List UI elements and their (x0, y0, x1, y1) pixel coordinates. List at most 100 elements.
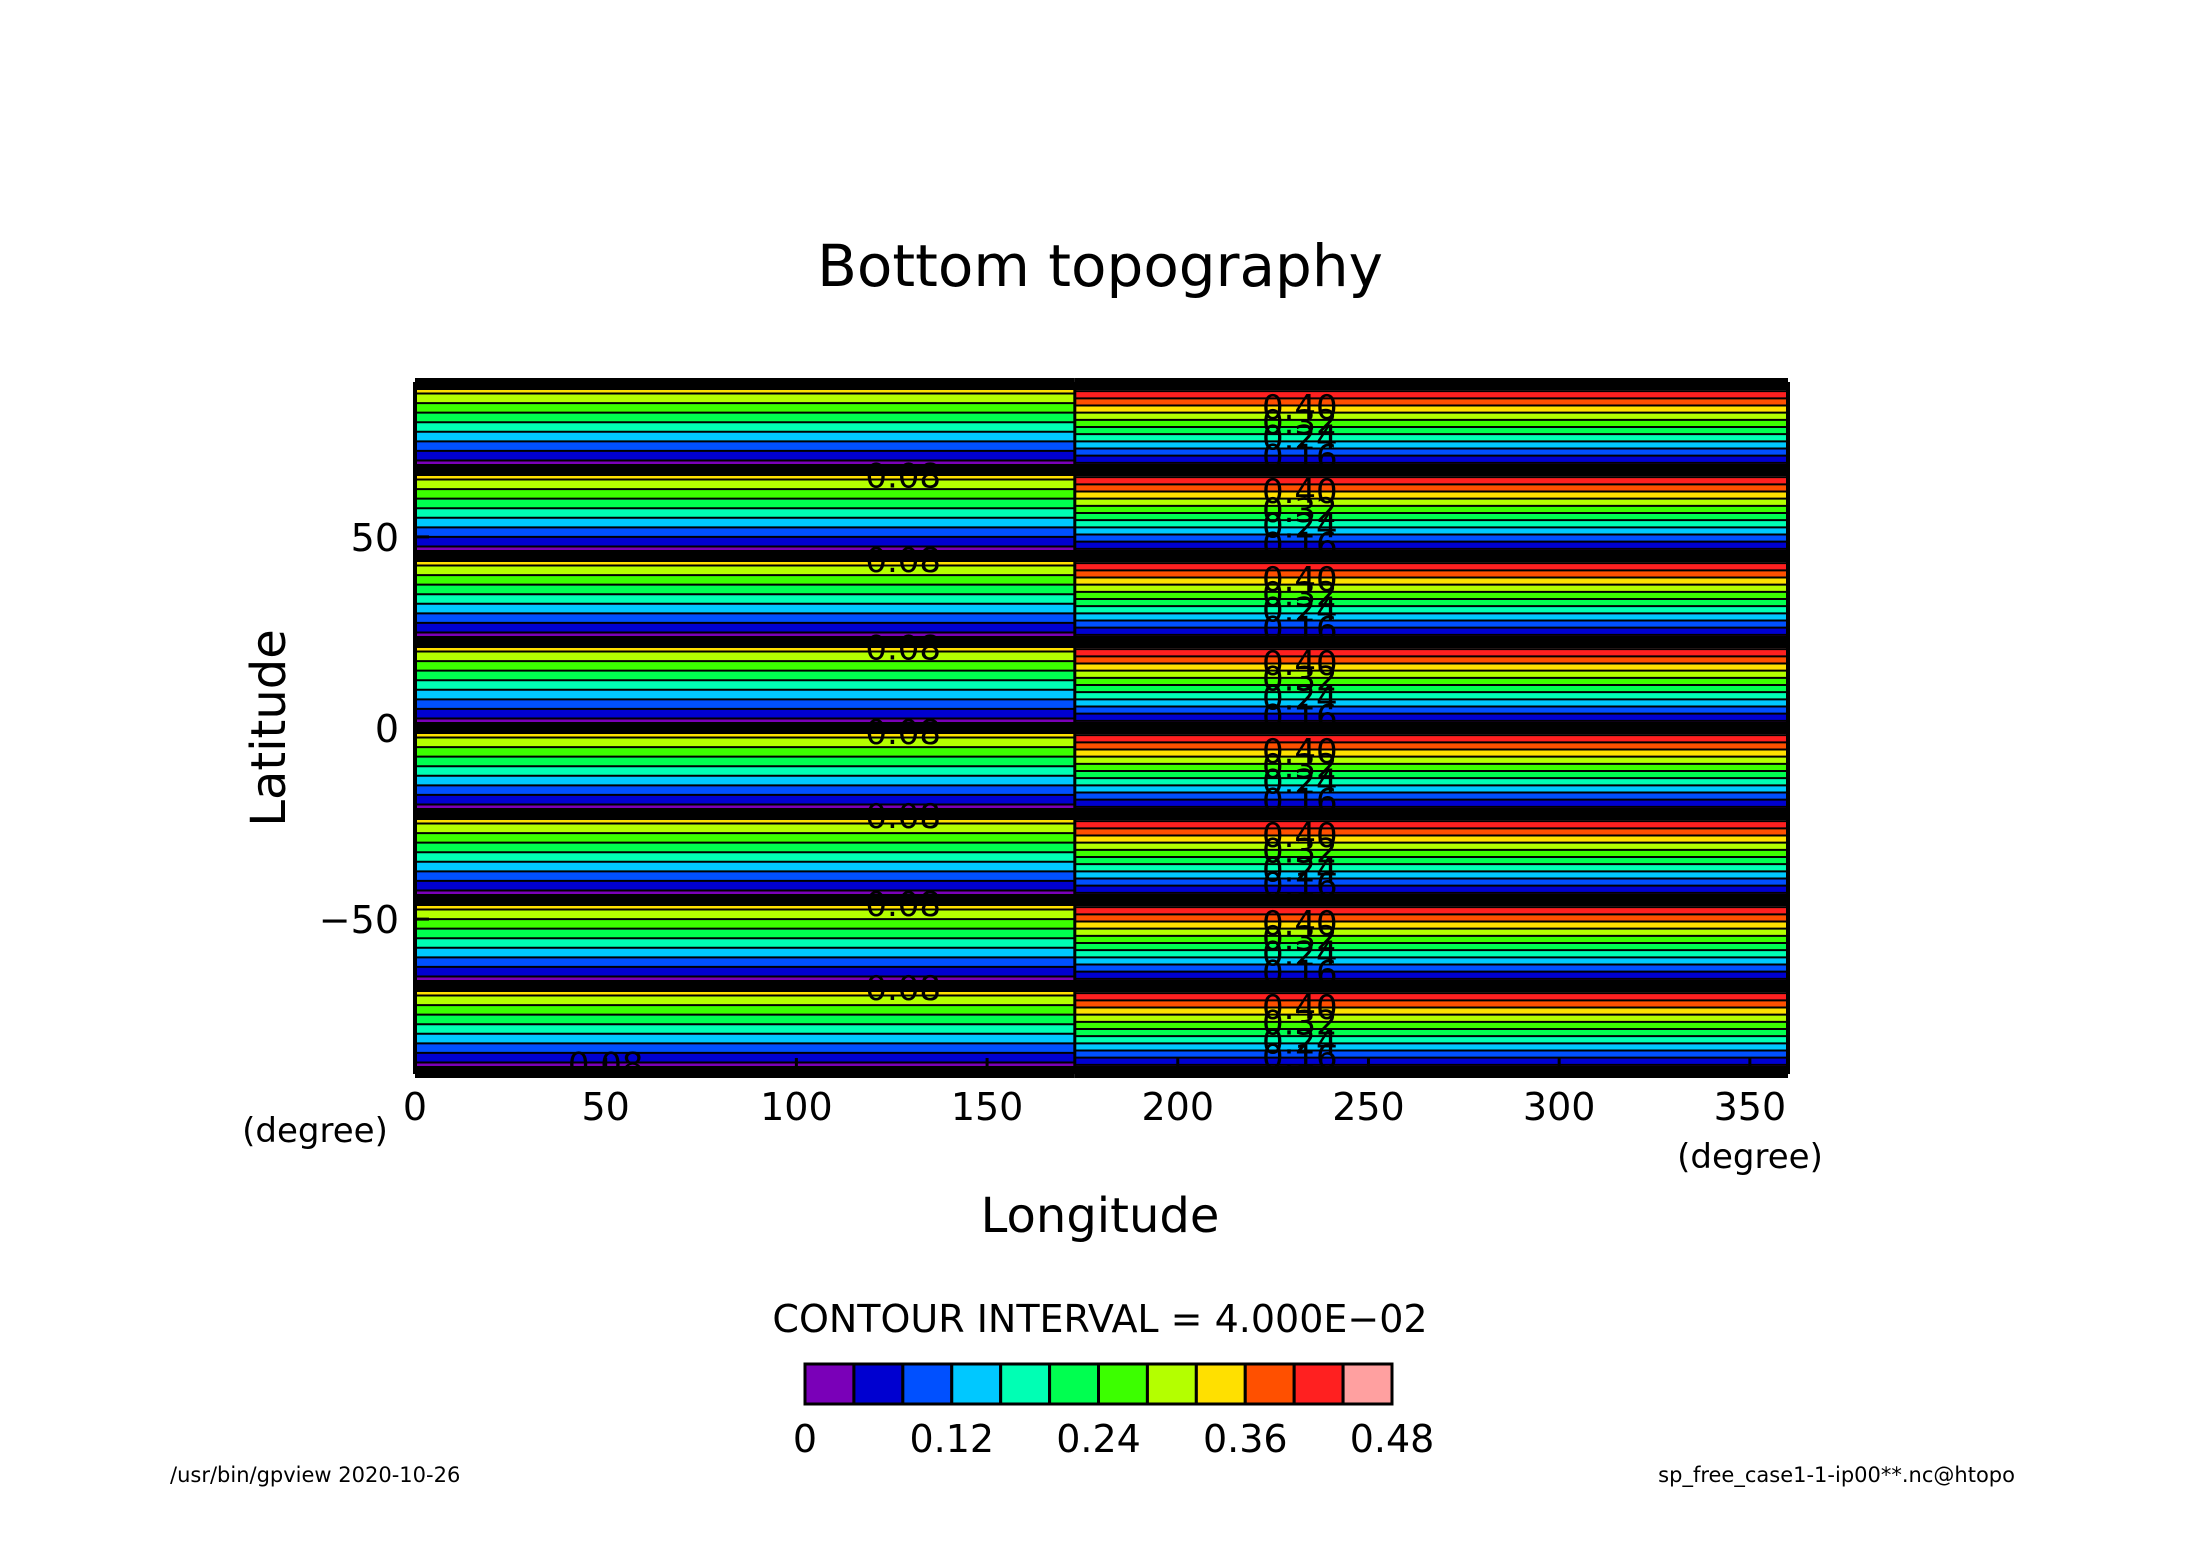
x-tick-label: 300 (1523, 1085, 1596, 1129)
band-west (415, 852, 1075, 862)
band-east (1074, 842, 1788, 850)
contour-lines (415, 378, 1788, 1078)
band-west (415, 766, 1075, 776)
contour-trough (1074, 980, 1788, 992)
band-east (1074, 713, 1788, 721)
colorbar-tick-label: 0 (793, 1417, 817, 1461)
band-east (1074, 692, 1788, 700)
band-east (1074, 749, 1788, 757)
band-west (415, 1033, 1075, 1044)
band-west (415, 489, 1075, 499)
band-west (415, 775, 1075, 786)
colorbar-swatch (1145, 1362, 1198, 1406)
band-west (415, 403, 1075, 413)
band-west (415, 651, 1075, 662)
band-west (415, 479, 1075, 490)
contour-trough (1074, 550, 1788, 562)
band-east (1074, 706, 1788, 714)
contour-label: 0.16 (1262, 866, 1338, 906)
band-east (1074, 971, 1788, 979)
contour-trough (1074, 464, 1788, 476)
contour-label: 0.16 (1262, 698, 1338, 738)
contour-label: 0.24 (1262, 591, 1338, 631)
band-east (1074, 606, 1788, 614)
band-west (415, 909, 1075, 920)
contour-label: 0.08 (865, 885, 941, 925)
band-west (415, 938, 1075, 948)
band-east (1074, 434, 1788, 442)
contour-label: 0.32 (1262, 575, 1338, 615)
band-west (415, 957, 1075, 967)
footer-left: /usr/bin/gpview 2020-10-26 (170, 1463, 460, 1487)
band-east (1074, 391, 1788, 399)
band-east (1074, 527, 1788, 535)
band-east (1074, 921, 1788, 929)
band-west (415, 527, 1075, 537)
colorbar-swatch (803, 1362, 856, 1406)
band-west (415, 594, 1075, 604)
band-west (415, 871, 1075, 881)
contour-label: 0.32 (1262, 403, 1338, 443)
x-tick-label: 50 (582, 1085, 630, 1129)
colorbar-tick-label: 0.24 (1056, 1417, 1141, 1461)
chart-title: Bottom topography (817, 232, 1383, 300)
y-axis-label: Latitude (241, 629, 297, 827)
x-axis-ticks: 0 50 100 150 200 250 300 350 (403, 1058, 1786, 1129)
band-west (415, 517, 1075, 528)
band-east (1074, 849, 1788, 857)
band-west (415, 575, 1075, 585)
contour-label: 0.40 (1262, 988, 1338, 1028)
band-east (1074, 670, 1788, 678)
contour-label: 0.40 (1262, 904, 1338, 944)
band-west (415, 995, 1075, 1006)
contour-trough (415, 636, 1075, 648)
contour-label: 0.40 (1262, 472, 1338, 512)
colorbar-tick-label: 0.36 (1203, 1417, 1288, 1461)
contour-trough (1074, 722, 1788, 734)
band-west (415, 823, 1075, 834)
x-axis-unit: (degree) (1677, 1137, 1823, 1177)
contour-trough (415, 550, 1075, 562)
band-west (415, 833, 1075, 843)
band-east (1074, 742, 1788, 750)
band-east (1074, 677, 1788, 685)
band-east (1074, 513, 1788, 521)
band-east (1074, 685, 1788, 693)
band-east (1074, 763, 1788, 771)
contour-label: 0.16 (1262, 610, 1338, 650)
band-east (1074, 498, 1788, 506)
band-east (1074, 1007, 1788, 1015)
band-west (415, 584, 1075, 595)
band-east (1074, 491, 1788, 499)
colorbar-swatch (1341, 1362, 1394, 1406)
band-east (1074, 419, 1788, 427)
band-east (1074, 455, 1788, 463)
band-west (415, 947, 1075, 958)
colorbar-swatch (1292, 1362, 1345, 1406)
band-east (1074, 699, 1788, 707)
contour-trough (415, 894, 1075, 906)
contour-trough (415, 464, 1075, 476)
band-east (1074, 1043, 1788, 1051)
y-axis-ticks: 50 0 −50 (319, 516, 429, 942)
band-east (1074, 871, 1788, 879)
band-west (415, 431, 1075, 442)
band-east (1074, 914, 1788, 922)
contour-label: 0.32 (1262, 919, 1338, 959)
x-tick-label: 250 (1332, 1085, 1405, 1129)
band-east (1074, 756, 1788, 764)
band-east (1074, 878, 1788, 886)
band-east (1074, 835, 1788, 843)
x-tick-label: 0 (403, 1085, 427, 1129)
band-west (415, 508, 1075, 518)
band-east (1074, 993, 1788, 1001)
band-west (415, 613, 1075, 623)
contour-label: 0.24 (1262, 678, 1338, 718)
colorbar-tick-label: 0.48 (1350, 1417, 1435, 1461)
band-east (1074, 950, 1788, 958)
band-east (1074, 484, 1788, 492)
contour-label: 0.08 (865, 713, 941, 753)
band-east (1074, 649, 1788, 657)
band-west (415, 1043, 1075, 1053)
